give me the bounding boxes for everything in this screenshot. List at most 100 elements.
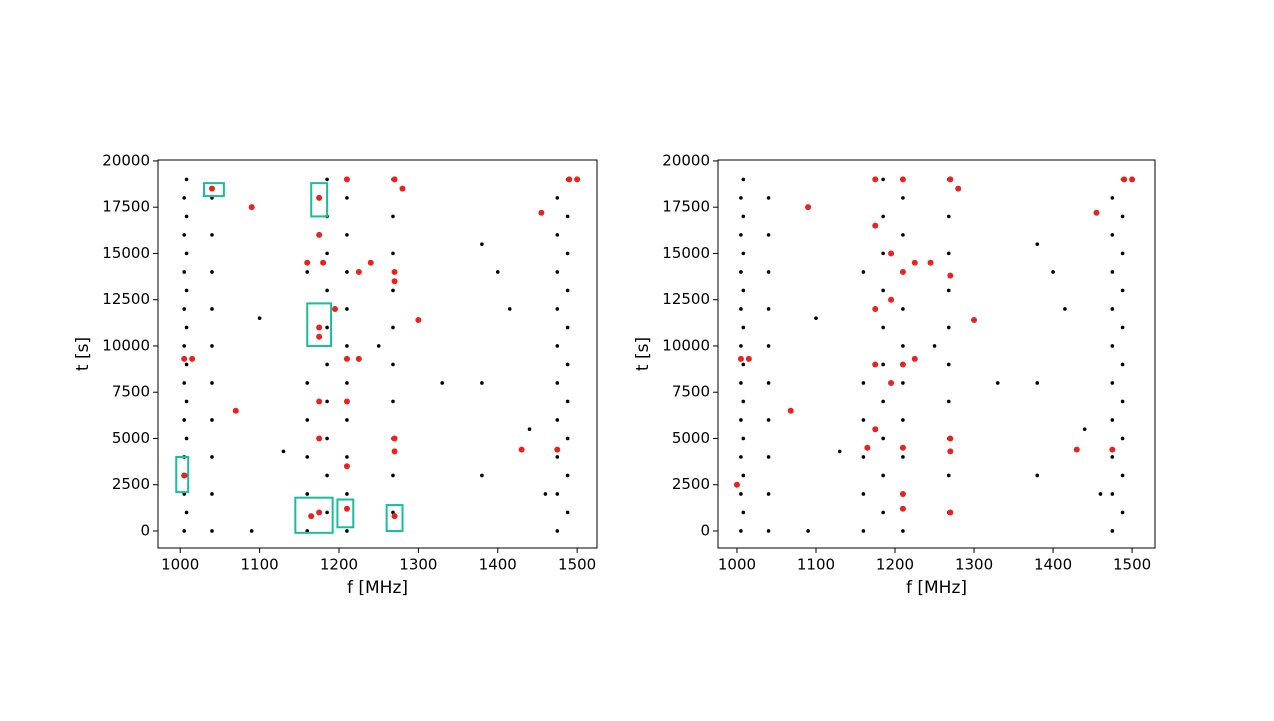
x-tick-label: 1000 bbox=[718, 556, 756, 574]
point bbox=[737, 355, 744, 362]
y-tick-label: 10000 bbox=[662, 336, 710, 354]
point bbox=[316, 509, 323, 516]
point bbox=[182, 344, 186, 348]
highlight-box bbox=[203, 182, 225, 198]
point bbox=[805, 204, 812, 211]
point bbox=[538, 209, 545, 216]
y-tick-label: 2500 bbox=[672, 475, 710, 493]
point bbox=[741, 362, 746, 367]
point bbox=[325, 362, 329, 367]
point bbox=[184, 399, 189, 404]
point bbox=[739, 196, 743, 200]
highlight-box bbox=[310, 182, 329, 218]
point bbox=[881, 436, 885, 441]
point bbox=[565, 288, 570, 293]
point bbox=[766, 344, 771, 348]
point bbox=[881, 362, 885, 367]
point bbox=[864, 444, 871, 451]
point bbox=[391, 176, 398, 183]
point bbox=[495, 270, 500, 274]
x-tick-label: 1300 bbox=[955, 556, 993, 574]
point bbox=[189, 355, 196, 362]
point bbox=[210, 418, 214, 422]
y-tick-label: 7500 bbox=[672, 383, 710, 401]
point bbox=[555, 455, 560, 459]
point bbox=[184, 362, 189, 367]
highlight-box bbox=[175, 455, 190, 494]
highlight-box bbox=[294, 496, 334, 534]
point bbox=[881, 473, 885, 478]
point bbox=[391, 278, 398, 285]
point bbox=[208, 185, 215, 192]
point bbox=[872, 222, 879, 229]
y-tick-label: 17500 bbox=[102, 198, 150, 216]
point bbox=[184, 436, 189, 441]
point bbox=[391, 325, 395, 330]
point bbox=[182, 233, 186, 237]
point bbox=[741, 214, 746, 219]
point bbox=[947, 448, 954, 455]
point bbox=[899, 490, 906, 497]
point bbox=[574, 176, 581, 183]
point bbox=[872, 176, 879, 183]
point bbox=[739, 344, 743, 348]
point bbox=[911, 259, 918, 266]
point bbox=[888, 250, 895, 257]
point bbox=[182, 381, 186, 385]
point bbox=[316, 333, 323, 340]
point bbox=[345, 492, 349, 496]
point bbox=[554, 446, 561, 453]
y-axis-label: t [s] bbox=[633, 337, 653, 371]
point bbox=[345, 529, 349, 533]
point bbox=[555, 381, 560, 385]
y-tick-label: 20000 bbox=[662, 151, 710, 169]
point bbox=[391, 448, 398, 455]
point bbox=[391, 362, 395, 367]
point bbox=[305, 270, 310, 274]
point bbox=[946, 399, 951, 404]
point bbox=[480, 242, 484, 246]
point bbox=[861, 455, 866, 459]
point bbox=[872, 426, 879, 433]
point bbox=[946, 362, 951, 367]
point bbox=[911, 355, 918, 362]
point bbox=[391, 288, 395, 293]
point bbox=[320, 259, 327, 266]
point bbox=[343, 505, 350, 512]
point bbox=[325, 399, 329, 404]
point bbox=[184, 325, 189, 330]
point bbox=[739, 529, 743, 533]
point bbox=[555, 529, 560, 533]
point bbox=[305, 418, 310, 422]
point bbox=[555, 196, 560, 200]
point bbox=[888, 379, 895, 386]
point bbox=[316, 194, 323, 201]
point bbox=[1110, 196, 1115, 200]
point bbox=[308, 513, 315, 520]
point bbox=[1110, 418, 1115, 422]
point bbox=[739, 418, 743, 422]
point bbox=[555, 492, 560, 496]
point bbox=[316, 435, 323, 442]
point bbox=[182, 307, 186, 311]
point bbox=[367, 259, 374, 266]
point bbox=[1120, 325, 1125, 330]
point bbox=[325, 288, 329, 293]
point bbox=[946, 251, 951, 256]
point bbox=[507, 307, 512, 311]
point bbox=[901, 455, 905, 459]
point bbox=[872, 361, 879, 368]
point bbox=[325, 325, 329, 330]
point bbox=[181, 355, 188, 362]
x-tick-label: 1000 bbox=[161, 556, 199, 574]
point bbox=[391, 251, 395, 256]
point bbox=[345, 270, 349, 274]
y-tick-label: 17500 bbox=[662, 198, 710, 216]
point bbox=[210, 344, 214, 348]
point bbox=[1098, 492, 1103, 496]
point bbox=[899, 176, 906, 183]
point bbox=[901, 307, 905, 311]
point bbox=[391, 399, 395, 404]
y-tick-label: 0 bbox=[700, 521, 710, 539]
point bbox=[901, 344, 905, 348]
